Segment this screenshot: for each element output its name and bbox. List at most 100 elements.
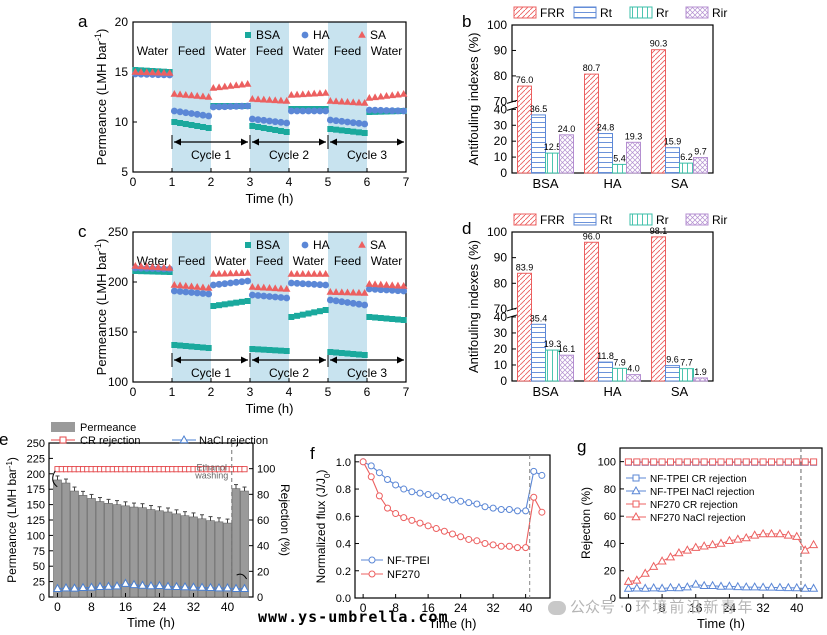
series-point-nf270 (424, 522, 432, 530)
point-sa (371, 280, 379, 288)
bar-value-label: 5.4 (613, 153, 626, 163)
point-ha (383, 107, 390, 114)
point-ha (266, 117, 273, 125)
y-axis-label-sup: -1 (5, 461, 14, 469)
series-point-nf-tpei (514, 507, 521, 515)
point-ha (215, 280, 223, 288)
point-bsa (244, 298, 251, 304)
point-ha (244, 277, 252, 285)
point-sa (215, 269, 223, 277)
point-ha (254, 116, 262, 124)
point-sa (282, 97, 291, 104)
series-point-nf-tpei (465, 499, 473, 507)
point-sa (238, 269, 246, 276)
y-axis-label-close: ) (94, 239, 109, 243)
series-point-nf270 (359, 458, 367, 466)
point-bsa (338, 127, 345, 134)
phase-label: Water (215, 44, 247, 58)
point-ha (248, 115, 256, 123)
point-bsa (199, 344, 206, 351)
point-bsa (266, 126, 273, 132)
bar-value-label: 80.7 (583, 63, 601, 73)
panel-label-a: a (78, 12, 88, 31)
point-bsa (327, 349, 334, 355)
axis-break-gap (508, 309, 516, 316)
bar-frr-bsa (517, 272, 532, 382)
legend-marker-cr (59, 436, 67, 444)
category-label-HA: HA (603, 176, 621, 191)
bar-value-label: 7.7 (680, 358, 693, 368)
point-sa (399, 282, 408, 289)
x-tick-label: 24 (723, 601, 737, 615)
series-point (716, 538, 726, 547)
point-ha (344, 299, 351, 306)
y-tick-label: 125 (27, 515, 45, 527)
cr-rejection-point (241, 466, 248, 473)
x-tick-label: 32 (756, 601, 770, 615)
point-ha (199, 111, 207, 119)
axis-break-gap (508, 102, 516, 109)
point-bsa (288, 314, 295, 320)
point-bsa (355, 351, 362, 358)
x-tick-label: 8 (392, 601, 399, 615)
bar-value-label: 6.2 (680, 152, 693, 162)
point-bsa (338, 350, 345, 356)
legend-swatch-permeance (51, 422, 75, 432)
series-point (691, 542, 701, 551)
series-point (624, 458, 632, 466)
series-point (724, 535, 735, 545)
y-tick-label: 40 (494, 310, 508, 324)
series-point (793, 458, 801, 466)
point-sa (349, 98, 358, 106)
x-tick-label: 32 (187, 600, 201, 614)
point-ha (305, 280, 312, 288)
legend-label-cr: CR rejection (80, 435, 141, 447)
point-bsa (316, 308, 323, 315)
point-ha (188, 110, 195, 117)
y-tick-label: 0 (500, 166, 507, 180)
point-sa (165, 69, 174, 76)
x-tick-label: 4 (286, 175, 293, 189)
legend-label-FRR: FRR (540, 6, 565, 20)
point-bsa (205, 345, 212, 351)
point-bsa (221, 301, 228, 308)
point-bsa (194, 123, 201, 129)
legend-label-BSA: BSA (256, 238, 280, 252)
point-sa (326, 288, 335, 295)
series-point (768, 458, 775, 466)
y-tick-label: 20 (115, 15, 129, 29)
point-sa (365, 280, 374, 287)
y-axis-label-close: ) (314, 470, 328, 474)
series-point-nf-tpei (432, 492, 440, 500)
y-tick-label: 150 (27, 500, 45, 512)
permeance-bar (70, 490, 79, 598)
point-sa (394, 281, 402, 289)
bar-value-label: 98.1 (650, 226, 668, 236)
phase-label: Water (371, 254, 403, 268)
y2-tick-label: 0 (257, 592, 263, 604)
bar-rr-sa (679, 162, 694, 174)
point-sa (298, 90, 307, 98)
x-tick-label: 6 (364, 385, 371, 399)
panel-label-d: d (462, 219, 471, 238)
point-ha (170, 287, 178, 295)
x-tick-label: 7 (403, 385, 410, 399)
x-tick-label: 8 (88, 600, 95, 614)
x-tick-label: 4 (286, 385, 293, 399)
panel-label-b: b (462, 12, 471, 31)
bar-value-label: 96.0 (583, 231, 601, 241)
point-ha (283, 294, 291, 302)
bar-rr-bsa (545, 349, 560, 382)
point-bsa (260, 125, 267, 131)
y-axis-label-close: ) (94, 29, 109, 33)
series-point (808, 539, 819, 549)
series-point (623, 583, 634, 592)
legend-label-HA: HA (313, 238, 330, 252)
y-tick-label: 250 (27, 438, 45, 450)
y-tick-label: 75 (33, 546, 45, 558)
legend-label-HA: HA (313, 28, 330, 42)
point-sa (277, 96, 285, 104)
point-sa (199, 283, 207, 291)
x-tick-label: 3 (247, 385, 254, 399)
point-ha (287, 279, 295, 287)
